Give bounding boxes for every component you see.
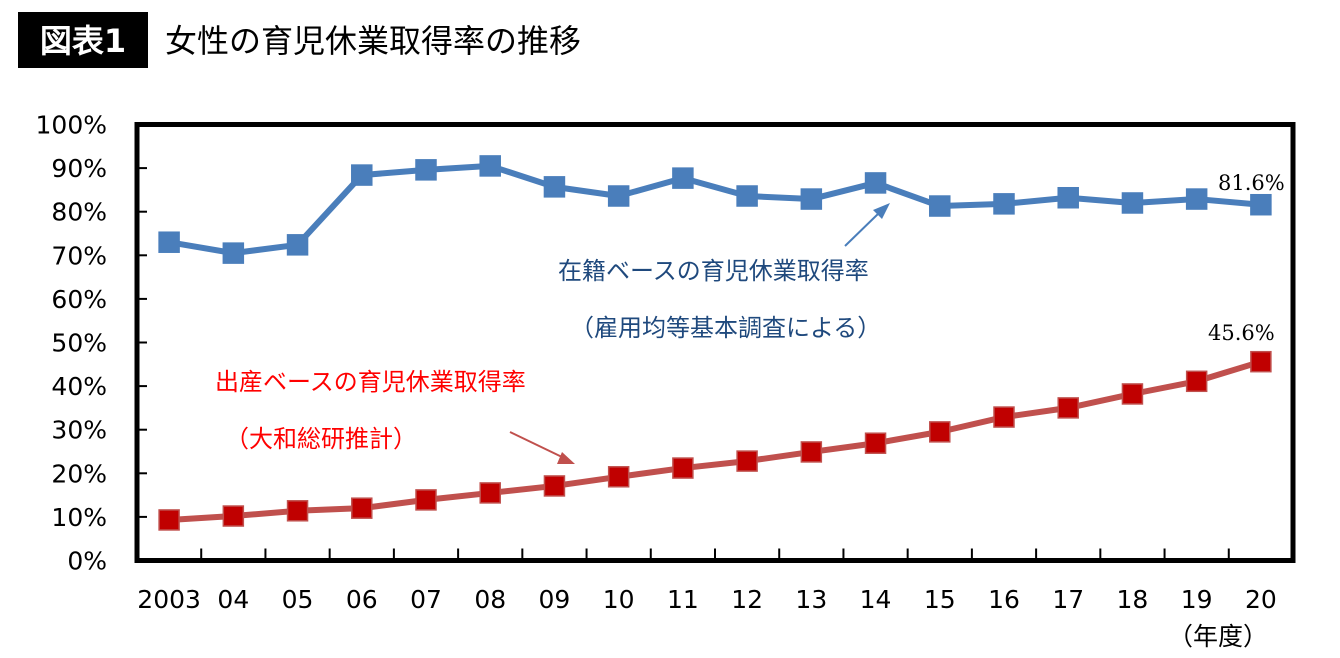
blue-data-point	[800, 188, 823, 210]
x-tick-label: 16	[988, 585, 1020, 614]
x-tick-label: 09	[539, 585, 571, 614]
red-data-point	[158, 509, 180, 531]
x-axis-label: （年度）	[1168, 622, 1268, 651]
blue-data-point	[736, 185, 758, 207]
red-data-point	[479, 482, 501, 504]
red-data-point	[929, 421, 951, 443]
plot-area-border	[134, 122, 1296, 563]
blue-data-point	[1057, 186, 1079, 209]
blue-data-point	[1250, 193, 1272, 216]
x-tick-label: 17	[1052, 585, 1084, 614]
y-tick-label: 10%	[51, 503, 107, 532]
x-tick-label: 15	[924, 585, 956, 614]
blue-data-point	[222, 242, 245, 264]
red-data-point	[543, 475, 566, 497]
red-data-point	[800, 441, 823, 463]
red-data-point	[864, 432, 887, 454]
y-tick-label: 0%	[67, 547, 107, 576]
blue-data-point	[1121, 192, 1144, 214]
x-tick-label: 18	[1117, 585, 1149, 614]
y-tick-label: 30%	[51, 416, 107, 445]
x-tick-label: 07	[410, 585, 442, 614]
red-data-point	[286, 500, 309, 522]
red-data-point	[1121, 383, 1144, 405]
blue-last-value-label: 81.6%	[1218, 171, 1285, 195]
red-annotation-arrow	[509, 431, 563, 458]
red-last-value-label: 45.6%	[1208, 321, 1275, 345]
x-tick-label: 13	[795, 585, 827, 614]
blue-data-point	[479, 155, 501, 177]
x-tick-label: 04	[217, 585, 249, 614]
y-tick-label: 100%	[36, 111, 107, 140]
figure-badge-label: 図表1	[40, 22, 126, 60]
blue-series-note: （雇用均等基本調査による）	[570, 314, 881, 342]
x-tick-label: 08	[474, 585, 506, 614]
red-data-point	[607, 466, 630, 488]
red-data-point	[993, 406, 1015, 428]
y-tick-label: 90%	[51, 154, 107, 183]
y-tick-label: 60%	[51, 285, 107, 314]
blue-data-point	[543, 176, 566, 198]
chart-title: 女性の育児休業取得率の推移	[165, 22, 581, 60]
red-data-point	[222, 505, 245, 527]
red-data-point	[672, 457, 694, 479]
x-tick-label: 11	[667, 585, 699, 614]
blue-data-point	[286, 234, 309, 256]
blue-annotation-arrow	[844, 211, 881, 247]
x-tick-label: 20	[1245, 585, 1277, 614]
red-arrowhead-icon	[557, 452, 575, 464]
y-tick-label: 80%	[51, 198, 107, 227]
blue-data-point	[864, 172, 887, 194]
blue-series-line	[168, 162, 1262, 257]
red-data-point	[1057, 397, 1079, 419]
red-series-label: 出産ベースの育児休業取得率	[215, 368, 526, 396]
x-tick-label: 19	[1181, 585, 1213, 614]
blue-series-label: 在籍ベースの育児休業取得率	[558, 257, 869, 285]
blue-data-point	[1185, 188, 1208, 210]
red-series-note: （大和総研推計）	[225, 425, 417, 453]
y-tick-label: 40%	[51, 372, 107, 401]
x-tick-label: 14	[860, 585, 892, 614]
y-tick-label: 20%	[51, 459, 107, 488]
red-data-point	[415, 489, 437, 511]
blue-arrowhead-icon	[873, 203, 890, 219]
red-data-point	[351, 497, 373, 519]
blue-data-point	[929, 195, 951, 217]
y-tick-label: 50%	[51, 329, 107, 358]
blue-data-point	[672, 167, 694, 189]
blue-data-point	[607, 185, 630, 207]
blue-data-point	[415, 159, 437, 181]
blue-data-point	[351, 164, 373, 186]
red-data-point	[1250, 350, 1272, 373]
y-tick-label: 70%	[51, 241, 107, 270]
figure-badge	[18, 12, 148, 68]
x-tick-label: 10	[603, 585, 635, 614]
blue-data-point	[993, 193, 1015, 215]
x-tick-label: 2003	[137, 585, 201, 614]
x-tick-label: 06	[346, 585, 378, 614]
blue-data-point	[158, 231, 180, 253]
x-tick-label: 05	[282, 585, 314, 614]
red-data-point	[1185, 370, 1208, 393]
red-data-point	[736, 450, 758, 472]
x-tick-label: 12	[731, 585, 763, 614]
